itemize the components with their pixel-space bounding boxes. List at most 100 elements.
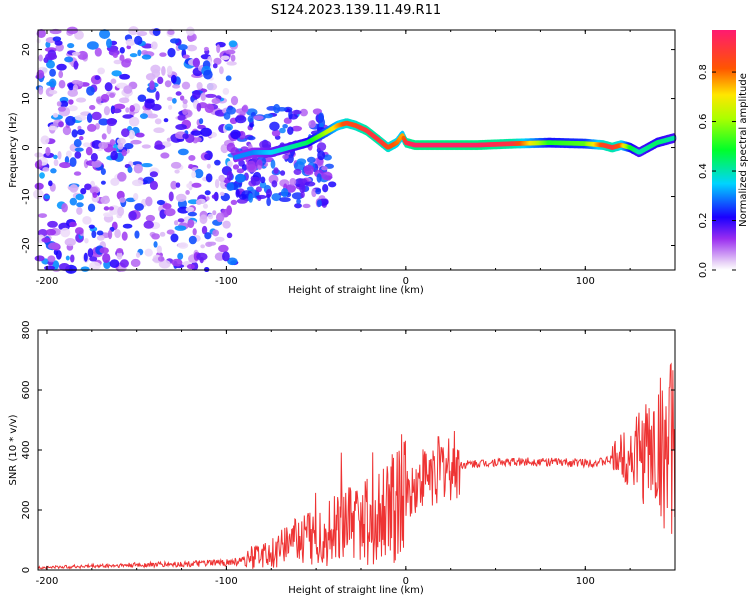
heatmap-cell <box>58 121 64 128</box>
heatmap-cell <box>200 244 205 249</box>
x-tick-label: -200 <box>36 576 59 587</box>
snr-x-ticks: -200 -100 0 100 <box>36 330 676 587</box>
heatmap-cell <box>65 115 76 126</box>
heatmap-cell <box>91 111 102 121</box>
x-tick-label: -100 <box>215 576 238 587</box>
heatmap-cell <box>37 159 43 168</box>
heatmap-cell <box>279 179 290 187</box>
heatmap-cell <box>125 107 130 113</box>
heatmap-cell <box>269 121 280 131</box>
heatmap-cell <box>227 257 238 266</box>
heatmap-cell <box>73 171 82 176</box>
heatmap-cell <box>64 237 76 247</box>
heatmap-cell <box>119 197 126 203</box>
heatmap-cell <box>198 118 204 125</box>
heatmap-cell <box>190 130 202 136</box>
heatmap-cell <box>69 184 79 193</box>
heatmap-cell <box>76 202 84 208</box>
heatmap-cell <box>71 79 81 85</box>
heatmap-cell <box>104 82 113 92</box>
heatmap-cell <box>160 152 170 159</box>
heatmap-cell <box>321 166 328 171</box>
y-tick-label: 0 <box>21 144 32 150</box>
heatmap-cell <box>117 142 124 150</box>
heatmap-cell <box>175 182 181 188</box>
heatmap-cell <box>122 114 134 119</box>
heatmap-cell <box>68 83 74 91</box>
heatmap-cell <box>182 54 190 59</box>
heatmap-cell <box>54 40 63 46</box>
heatmap-cell <box>219 66 224 75</box>
heatmap-cell <box>48 180 53 187</box>
heatmap-cell <box>164 208 176 217</box>
heatmap-cell <box>58 80 66 89</box>
heatmap-cell <box>279 170 286 176</box>
heatmap-cell <box>177 252 184 260</box>
heatmap-cell <box>288 109 293 120</box>
heatmap-cell <box>226 182 235 191</box>
heatmap-cell <box>182 108 189 115</box>
heatmap-cell <box>166 229 175 235</box>
heatmap-cell <box>77 50 88 60</box>
heatmap-cell <box>38 54 43 62</box>
heatmap-cell <box>207 241 217 246</box>
heatmap-cell <box>205 196 210 201</box>
heatmap-cell <box>38 86 44 95</box>
heatmap-cell <box>36 28 47 38</box>
heatmap-cell <box>182 133 189 140</box>
heatmap-cell <box>48 125 58 131</box>
heatmap-cell <box>282 154 289 160</box>
heatmap-cell <box>206 163 211 169</box>
heatmap-cell <box>195 137 202 143</box>
heatmap-cell <box>50 168 57 174</box>
heatmap-cell <box>195 199 202 205</box>
heatmap-cell <box>157 76 164 85</box>
heatmap-cell <box>299 183 306 194</box>
heatmap-cell <box>48 78 57 88</box>
heatmap-cell <box>238 193 247 200</box>
heatmap-cell <box>39 172 45 179</box>
heatmap-cell <box>58 262 70 271</box>
colorbar-tick-label: 0.4 <box>698 163 709 179</box>
heatmap-cell <box>316 142 327 151</box>
heatmap-cell <box>101 133 107 140</box>
heatmap-cell <box>90 153 98 162</box>
heatmap-cell <box>306 156 316 163</box>
heatmap-cell <box>161 66 166 76</box>
heatmap-cell <box>84 237 89 244</box>
heatmap-cell <box>117 171 127 182</box>
heatmap-cell <box>222 220 231 229</box>
heatmap-cell <box>214 178 220 189</box>
colorbar-tick-label: 0.2 <box>698 213 709 229</box>
heatmap-cell <box>74 227 84 235</box>
heatmap-cell <box>57 106 66 112</box>
heatmap-cell <box>166 65 173 76</box>
heatmap-cell <box>116 137 126 145</box>
heatmap-cell <box>232 164 240 170</box>
heatmap-cell <box>113 59 122 65</box>
heatmap-cell <box>177 148 189 156</box>
heatmap-cell <box>121 59 131 68</box>
heatmap-cell <box>68 221 77 228</box>
heatmap-cell <box>144 248 153 257</box>
heatmap-cell <box>191 182 202 188</box>
heatmap-cell <box>175 124 187 130</box>
heatmap-cell <box>110 78 117 84</box>
heatmap-cell <box>99 29 111 39</box>
heatmap-cell <box>271 129 281 137</box>
heatmap-cell <box>170 180 178 190</box>
heatmap-cell <box>83 252 88 262</box>
heatmap-cell <box>192 228 197 236</box>
heatmap-cell <box>62 125 72 136</box>
heatmap-cell <box>111 70 122 77</box>
heatmap-cell <box>257 165 262 170</box>
heatmap-cell <box>317 150 326 161</box>
heatmap-cell <box>279 197 291 203</box>
heatmap-cell <box>77 125 82 131</box>
heatmap-cell <box>76 207 83 215</box>
heatmap-cell <box>106 117 117 127</box>
heatmap-cell <box>225 49 236 55</box>
heatmap-cell <box>79 135 84 141</box>
heatmap-cell <box>75 97 87 103</box>
